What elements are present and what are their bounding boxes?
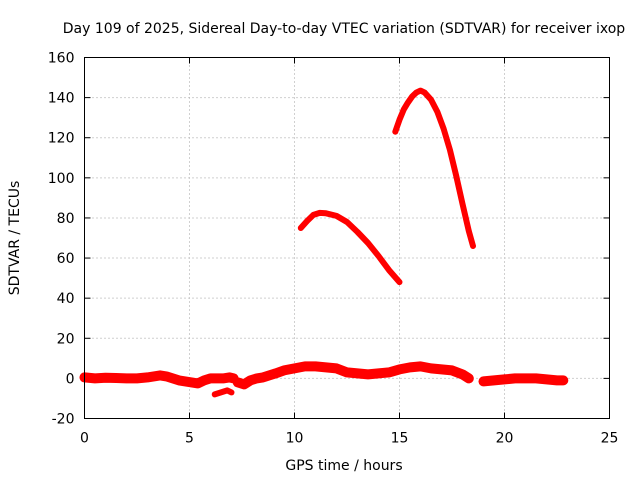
series-line-dip bbox=[211, 387, 235, 398]
y-tick-label: 0 bbox=[66, 371, 75, 387]
chart-title: Day 109 of 2025, Sidereal Day-to-day VTE… bbox=[63, 21, 626, 37]
x-tick-label: 20 bbox=[496, 431, 514, 447]
y-tick-label: 60 bbox=[57, 251, 75, 267]
axis-ticks: 0 5 10 15 20 25 -20 0 20 40 60 80 100 120 140 160 bbox=[48, 51, 619, 447]
y-tick-label: -20 bbox=[52, 412, 75, 428]
y-tick-label: 20 bbox=[57, 331, 75, 347]
y-tick-label: 120 bbox=[48, 131, 75, 147]
x-tick-label: 5 bbox=[185, 431, 194, 447]
series-line-baseline bbox=[478, 373, 569, 387]
series-line-arc-1 bbox=[297, 209, 403, 286]
y-tick-label: 80 bbox=[57, 211, 75, 227]
grid bbox=[84, 57, 610, 419]
y-axis-label: SDTVAR / TECUs bbox=[7, 181, 23, 296]
x-tick-label: 0 bbox=[80, 431, 89, 447]
y-tick-label: 100 bbox=[48, 171, 75, 187]
x-tick-label: 15 bbox=[391, 431, 409, 447]
series-line-baseline bbox=[232, 361, 474, 390]
x-axis-label: GPS time / hours bbox=[285, 458, 402, 474]
series-line-baseline bbox=[79, 370, 239, 389]
y-tick-label: 40 bbox=[57, 291, 75, 307]
series-line-arc-2 bbox=[392, 87, 476, 249]
plot-frame bbox=[84, 57, 610, 419]
data-series bbox=[79, 87, 569, 398]
y-tick-label: 140 bbox=[48, 91, 75, 107]
x-tick-label: 25 bbox=[601, 431, 619, 447]
y-tick-label: 160 bbox=[48, 51, 75, 67]
x-tick-label: 10 bbox=[286, 431, 304, 447]
